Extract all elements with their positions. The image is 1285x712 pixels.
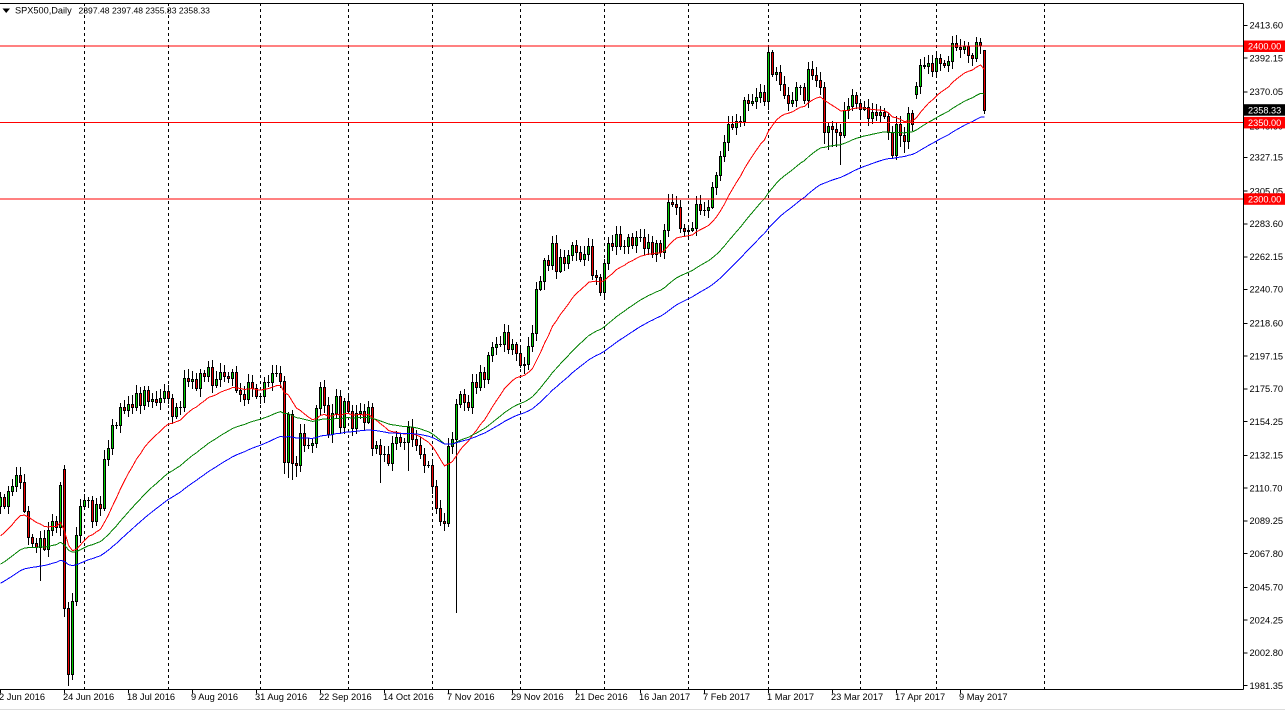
svg-text:2392.15: 2392.15 [1250,53,1284,63]
svg-text:2300.00: 2300.00 [1248,194,1281,204]
svg-text:16 Jan 2017: 16 Jan 2017 [639,692,690,702]
svg-text:2358.33: 2358.33 [1248,105,1281,115]
svg-text:2413.60: 2413.60 [1250,21,1284,31]
svg-text:2067.80: 2067.80 [1250,549,1284,559]
svg-text:2370.05: 2370.05 [1250,87,1284,97]
svg-text:18 Jul 2016: 18 Jul 2016 [127,692,175,702]
svg-text:2350.00: 2350.00 [1248,118,1281,128]
svg-text:7 Feb 2017: 7 Feb 2017 [703,692,750,702]
svg-text:2397.48 2397.48 2355.83 2358.3: 2397.48 2397.48 2355.83 2358.33 [79,6,211,16]
svg-text:SPX500,Daily: SPX500,Daily [15,6,72,16]
svg-text:2024.25: 2024.25 [1250,615,1284,625]
svg-text:2 Jun 2016: 2 Jun 2016 [0,692,45,702]
svg-text:2218.60: 2218.60 [1250,319,1284,329]
svg-text:2327.15: 2327.15 [1250,153,1284,163]
svg-text:2240.70: 2240.70 [1250,285,1284,295]
svg-text:9 May 2017: 9 May 2017 [959,692,1008,702]
svg-text:2002.80: 2002.80 [1250,648,1284,658]
svg-text:29 Nov 2016: 29 Nov 2016 [511,692,564,702]
svg-text:1981.35: 1981.35 [1250,681,1284,691]
svg-text:17 Apr 2017: 17 Apr 2017 [895,692,945,702]
svg-text:2283.60: 2283.60 [1250,219,1284,229]
svg-text:2305.05: 2305.05 [1250,186,1284,196]
svg-text:24 Jun 2016: 24 Jun 2016 [63,692,114,702]
svg-text:14 Oct 2016: 14 Oct 2016 [383,692,434,702]
svg-text:2262.15: 2262.15 [1250,252,1284,262]
svg-text:9 Aug 2016: 9 Aug 2016 [191,692,238,702]
svg-text:2400.00: 2400.00 [1248,42,1281,52]
svg-text:2154.25: 2154.25 [1250,417,1284,427]
svg-text:2045.70: 2045.70 [1250,583,1284,593]
svg-text:2197.15: 2197.15 [1250,351,1284,361]
svg-text:22 Sep 2016: 22 Sep 2016 [319,692,372,702]
svg-text:2175.70: 2175.70 [1250,384,1284,394]
svg-text:1 Mar 2017: 1 Mar 2017 [767,692,814,702]
svg-text:31 Aug 2016: 31 Aug 2016 [255,692,307,702]
svg-text:23 Mar 2017: 23 Mar 2017 [831,692,883,702]
svg-text:7 Nov 2016: 7 Nov 2016 [447,692,495,702]
svg-text:2089.25: 2089.25 [1250,516,1284,526]
svg-text:21 Dec 2016: 21 Dec 2016 [575,692,628,702]
svg-text:2132.15: 2132.15 [1250,451,1284,461]
svg-text:2110.70: 2110.70 [1250,483,1283,493]
